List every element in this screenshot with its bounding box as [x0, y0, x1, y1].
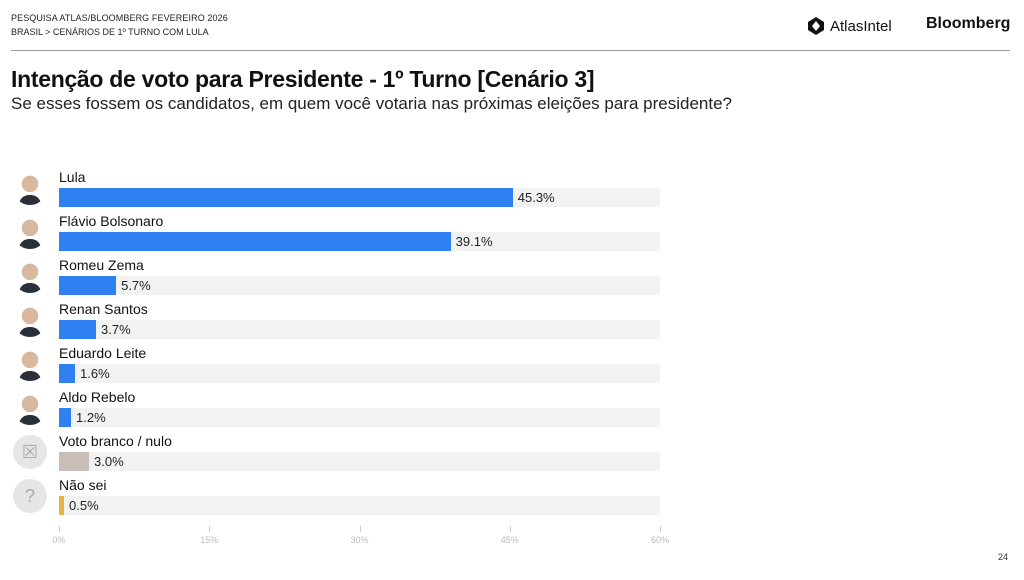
bar [59, 232, 451, 251]
bar-row: Flávio Bolsonaro 39.1% [0, 213, 680, 257]
bar [59, 276, 117, 295]
tick-label: 0% [52, 535, 66, 545]
survey-title: PESQUISA ATLAS/BLOOMBERG FEVEREIRO 2026 [11, 13, 228, 23]
tick-label: 45% [500, 535, 519, 545]
bar-track: 39.1% [59, 232, 660, 251]
bar-track: 0.5% [59, 496, 660, 515]
page-number: 24 [997, 552, 1008, 562]
category-label: Aldo Rebelo [59, 389, 136, 405]
x-box-icon: ☒ [13, 435, 47, 469]
bar-track: 3.0% [59, 452, 660, 471]
candidate-avatar [13, 215, 47, 249]
bar [59, 496, 64, 515]
bar-track: 1.2% [59, 408, 660, 427]
candidate-avatar [13, 391, 47, 425]
candidate-avatar [13, 259, 47, 293]
bar-row: Romeu Zema 5.7% [0, 257, 680, 301]
bar-row: Aldo Rebelo 1.2% [0, 389, 680, 433]
data-label: 45.3% [517, 190, 555, 205]
bar-row: ? Não sei 0.5% [0, 477, 680, 521]
bar [59, 188, 513, 207]
data-label: 1.6% [80, 366, 110, 381]
category-label: Romeu Zema [59, 257, 144, 273]
tick-label: 60% [650, 535, 670, 545]
tick-label: 30% [350, 535, 369, 545]
axis-tick [660, 526, 661, 532]
bar-row: Renan Santos 3.7% [0, 301, 680, 345]
bar-row: Lula 45.3% [0, 169, 680, 213]
bar [59, 408, 72, 427]
category-label: Voto branco / nulo [59, 433, 172, 449]
candidate-avatar [13, 303, 47, 337]
category-label: Lula [59, 169, 86, 185]
bar-track: 45.3% [59, 188, 660, 207]
bar-track: 5.7% [59, 276, 660, 295]
bar-track: 3.7% [59, 320, 660, 339]
atlasintel-logo: AtlasIntel [806, 16, 892, 36]
data-label: 0.5% [69, 498, 99, 513]
bar [59, 452, 90, 471]
question-box-icon: ? [13, 479, 47, 513]
data-label: 5.7% [121, 278, 151, 293]
atlas-diamond-icon [808, 17, 824, 35]
tick-label: 15% [200, 535, 219, 545]
candidate-avatar [13, 347, 47, 381]
candidate-avatar [13, 171, 47, 205]
breadcrumb: BRASIL > CENÁRIOS DE 1º TURNO COM LULA [11, 27, 209, 37]
category-label: Renan Santos [59, 301, 148, 317]
axis-tick [359, 526, 361, 532]
bar-row: Eduardo Leite 1.6% [0, 345, 680, 389]
data-label: 39.1% [455, 234, 493, 249]
atlas-logo-text: AtlasIntel [830, 17, 892, 35]
header-divider [11, 50, 1010, 51]
chart-title: Intenção de voto para Presidente - 1º Tu… [11, 66, 595, 92]
chart-subtitle: Se esses fossem os candidatos, em quem v… [11, 94, 732, 113]
bar-row: ☒ Voto branco / nulo 3.0% [0, 433, 680, 477]
data-label: 1.2% [76, 410, 106, 425]
category-label: Eduardo Leite [59, 345, 147, 361]
axis-tick [209, 526, 211, 532]
axis-tick [509, 526, 511, 532]
axis-tick [59, 526, 60, 532]
category-label: Não sei [59, 477, 107, 493]
category-label: Flávio Bolsonaro [59, 213, 164, 229]
bar [59, 320, 97, 339]
data-label: 3.7% [101, 322, 131, 337]
data-label: 3.0% [94, 454, 124, 469]
bloomberg-logo: Bloomberg [926, 15, 1011, 32]
bar-track: 1.6% [59, 364, 660, 383]
bar [59, 364, 76, 383]
